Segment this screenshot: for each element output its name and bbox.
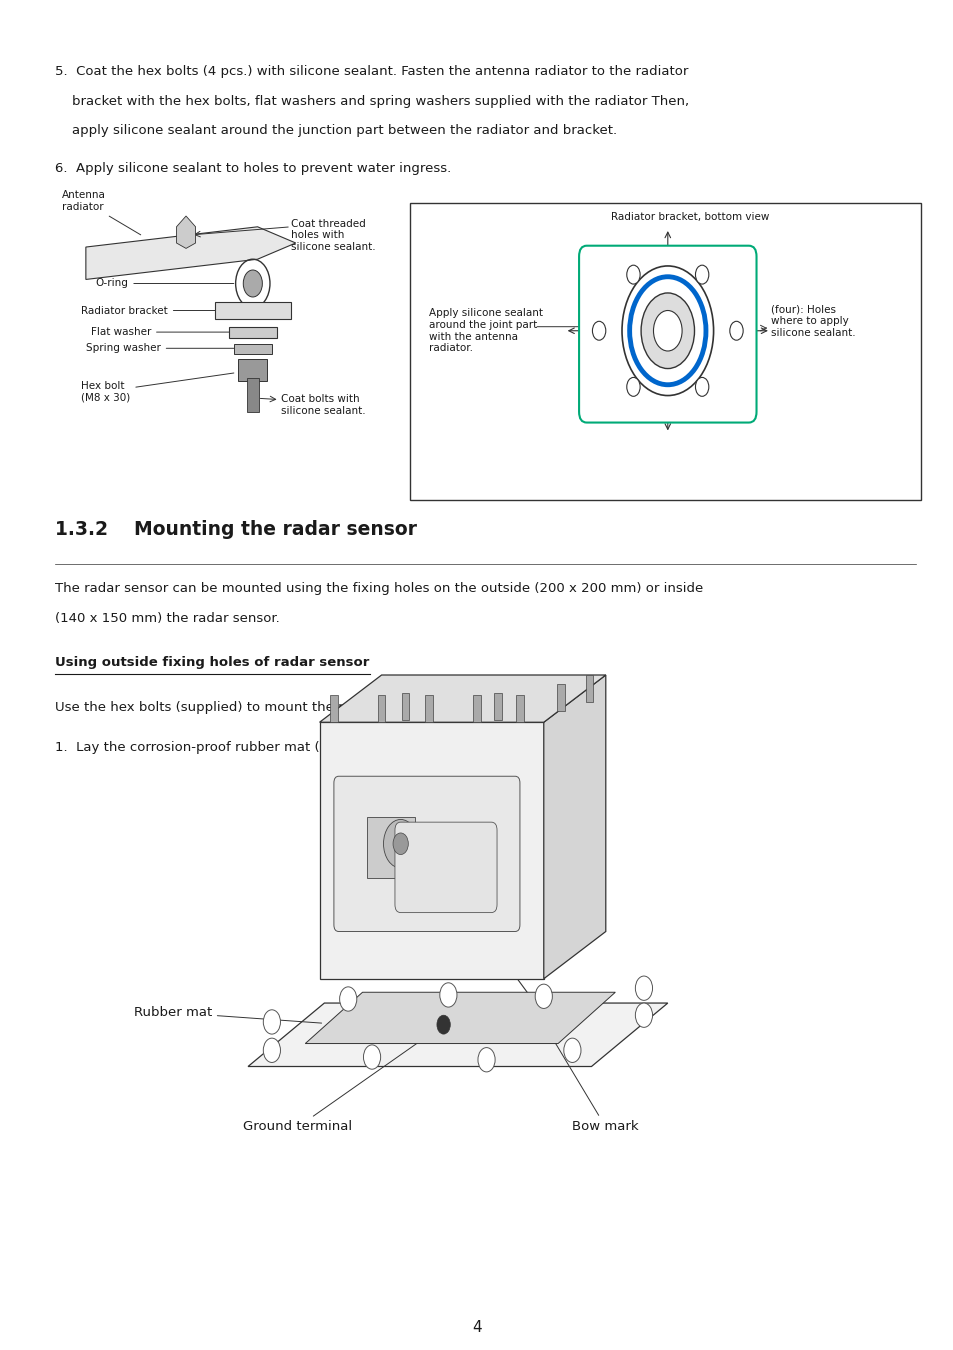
Circle shape [243,270,262,297]
Text: Antenna
radiator: Antenna radiator [62,190,140,235]
Bar [557,684,564,711]
Text: Spring washer: Spring washer [86,343,233,354]
Text: O-ring: O-ring [95,278,233,289]
Text: Radiator bracket, bottom view: Radiator bracket, bottom view [610,212,768,221]
Polygon shape [319,675,605,722]
Circle shape [339,987,356,1011]
Text: Coat bolts with
silicone sealant.: Coat bolts with silicone sealant. [281,394,366,416]
Circle shape [592,321,605,340]
Circle shape [436,1015,450,1034]
Bar [238,359,267,381]
Circle shape [653,310,681,351]
Text: The radar sensor can be mounted using the fixing holes on the outside (200 x 200: The radar sensor can be mounted using th… [55,582,703,595]
Bar [473,695,480,722]
Text: Use the hex bolts (supplied) to mount the radar sensor as below.: Use the hex bolts (supplied) to mount th… [55,701,488,714]
Bar [233,344,272,354]
Circle shape [363,1045,380,1069]
Text: Rubber mat: Rubber mat [133,1006,321,1023]
Circle shape [695,378,708,397]
Circle shape [640,293,694,369]
Polygon shape [543,675,605,979]
Circle shape [383,819,417,868]
Bar [494,693,501,720]
Bar [401,693,409,720]
Text: bracket with the hex bolts, flat washers and spring washers supplied with the ra: bracket with the hex bolts, flat washers… [55,95,689,108]
Text: apply silicone sealant around the junction part between the radiator and bracket: apply silicone sealant around the juncti… [55,124,617,138]
Bar [516,695,523,722]
Circle shape [695,265,708,284]
Text: Coat threaded
holes with
silicone sealant.: Coat threaded holes with silicone sealan… [291,219,375,252]
Bar [229,327,276,338]
Bar [425,695,433,722]
Circle shape [263,1010,280,1034]
Circle shape [635,1003,652,1027]
Polygon shape [176,216,195,248]
FancyBboxPatch shape [395,822,497,913]
Text: Ground terminal: Ground terminal [243,1026,441,1134]
Circle shape [626,378,639,397]
Circle shape [263,1038,280,1062]
Circle shape [626,265,639,284]
Text: 5.  Coat the hex bolts (4 pcs.) with silicone sealant. Fasten the antenna radiat: 5. Coat the hex bolts (4 pcs.) with sili… [55,65,688,78]
Polygon shape [305,992,615,1044]
Circle shape [477,1048,495,1072]
Text: 4: 4 [472,1320,481,1335]
Text: Bow mark: Bow mark [532,1006,639,1134]
Bar [247,378,258,412]
Circle shape [439,983,456,1007]
Polygon shape [319,722,543,979]
Text: 1.  Lay the corrosion-proof rubber mat (supplied) on the mounting platform.: 1. Lay the corrosion-proof rubber mat (s… [55,741,561,755]
Circle shape [393,833,408,855]
Circle shape [729,321,742,340]
Text: (four): Holes
where to apply
silicone sealant.: (four): Holes where to apply silicone se… [770,305,855,338]
Text: Radiator bracket: Radiator bracket [81,305,233,316]
Polygon shape [86,227,295,279]
FancyBboxPatch shape [334,776,519,931]
Circle shape [563,1038,580,1062]
Text: (140 x 150 mm) the radar sensor.: (140 x 150 mm) the radar sensor. [55,612,280,625]
Circle shape [535,984,552,1008]
Bar [377,695,385,722]
FancyBboxPatch shape [578,246,756,423]
Bar [330,695,337,722]
Bar [585,675,593,702]
FancyBboxPatch shape [410,202,920,500]
Bar [214,302,291,319]
Bar [367,817,415,878]
Text: Using outside fixing holes of radar sensor: Using outside fixing holes of radar sens… [55,656,370,670]
Text: Flat washer: Flat washer [91,327,233,338]
Polygon shape [248,1003,667,1066]
Text: Apply silicone sealant
around the joint part
with the antenna
radiator.: Apply silicone sealant around the joint … [429,308,542,354]
Text: 6.  Apply silicone sealant to holes to prevent water ingress.: 6. Apply silicone sealant to holes to pr… [55,162,451,176]
Circle shape [635,976,652,1000]
Text: Hex bolt
(M8 x 30): Hex bolt (M8 x 30) [81,373,233,402]
Text: 1.3.2    Mounting the radar sensor: 1.3.2 Mounting the radar sensor [55,520,416,539]
